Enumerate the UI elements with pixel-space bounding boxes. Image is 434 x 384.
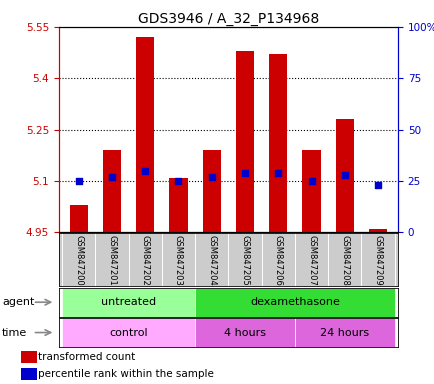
Text: 24 hours: 24 hours [319, 328, 368, 338]
Bar [136, 37, 154, 232]
Text: GSM847207: GSM847207 [306, 235, 316, 286]
Bar [102, 150, 121, 232]
Point [307, 178, 314, 184]
Bar [195, 318, 294, 347]
Point [241, 170, 248, 176]
Bar [21, 367, 36, 381]
Text: 4 hours: 4 hours [224, 328, 266, 338]
Text: control: control [109, 328, 148, 338]
Bar [62, 288, 195, 317]
Text: transformed count: transformed count [38, 352, 135, 362]
Point [75, 178, 82, 184]
Text: agent: agent [2, 297, 34, 307]
Bar [69, 205, 88, 232]
Point [208, 174, 215, 180]
Text: GSM847208: GSM847208 [339, 235, 349, 286]
Bar [62, 318, 195, 347]
Bar [21, 351, 36, 364]
Bar [195, 288, 394, 317]
Title: GDS3946 / A_32_P134968: GDS3946 / A_32_P134968 [138, 12, 318, 26]
Text: GSM847209: GSM847209 [373, 235, 381, 286]
Bar [169, 177, 187, 232]
Text: GSM847205: GSM847205 [240, 235, 249, 286]
Bar [269, 54, 287, 232]
Point [374, 182, 381, 188]
Point [108, 174, 115, 180]
Text: GSM847201: GSM847201 [107, 235, 116, 286]
Text: GSM847200: GSM847200 [74, 235, 83, 286]
Point [141, 167, 148, 174]
Point [274, 170, 281, 176]
Bar [202, 150, 220, 232]
Text: GSM847204: GSM847204 [207, 235, 216, 286]
Bar [302, 150, 320, 232]
Text: GSM847203: GSM847203 [174, 235, 183, 286]
Bar [294, 318, 394, 347]
Text: GSM847206: GSM847206 [273, 235, 282, 286]
Bar [335, 119, 353, 232]
Text: untreated: untreated [101, 297, 156, 307]
Bar [368, 229, 386, 232]
Text: percentile rank within the sample: percentile rank within the sample [38, 369, 214, 379]
Point [341, 172, 348, 178]
Bar [235, 51, 253, 232]
Point [174, 178, 181, 184]
Text: dexamethasone: dexamethasone [250, 297, 339, 307]
Text: time: time [2, 328, 27, 338]
Text: GSM847202: GSM847202 [140, 235, 149, 286]
